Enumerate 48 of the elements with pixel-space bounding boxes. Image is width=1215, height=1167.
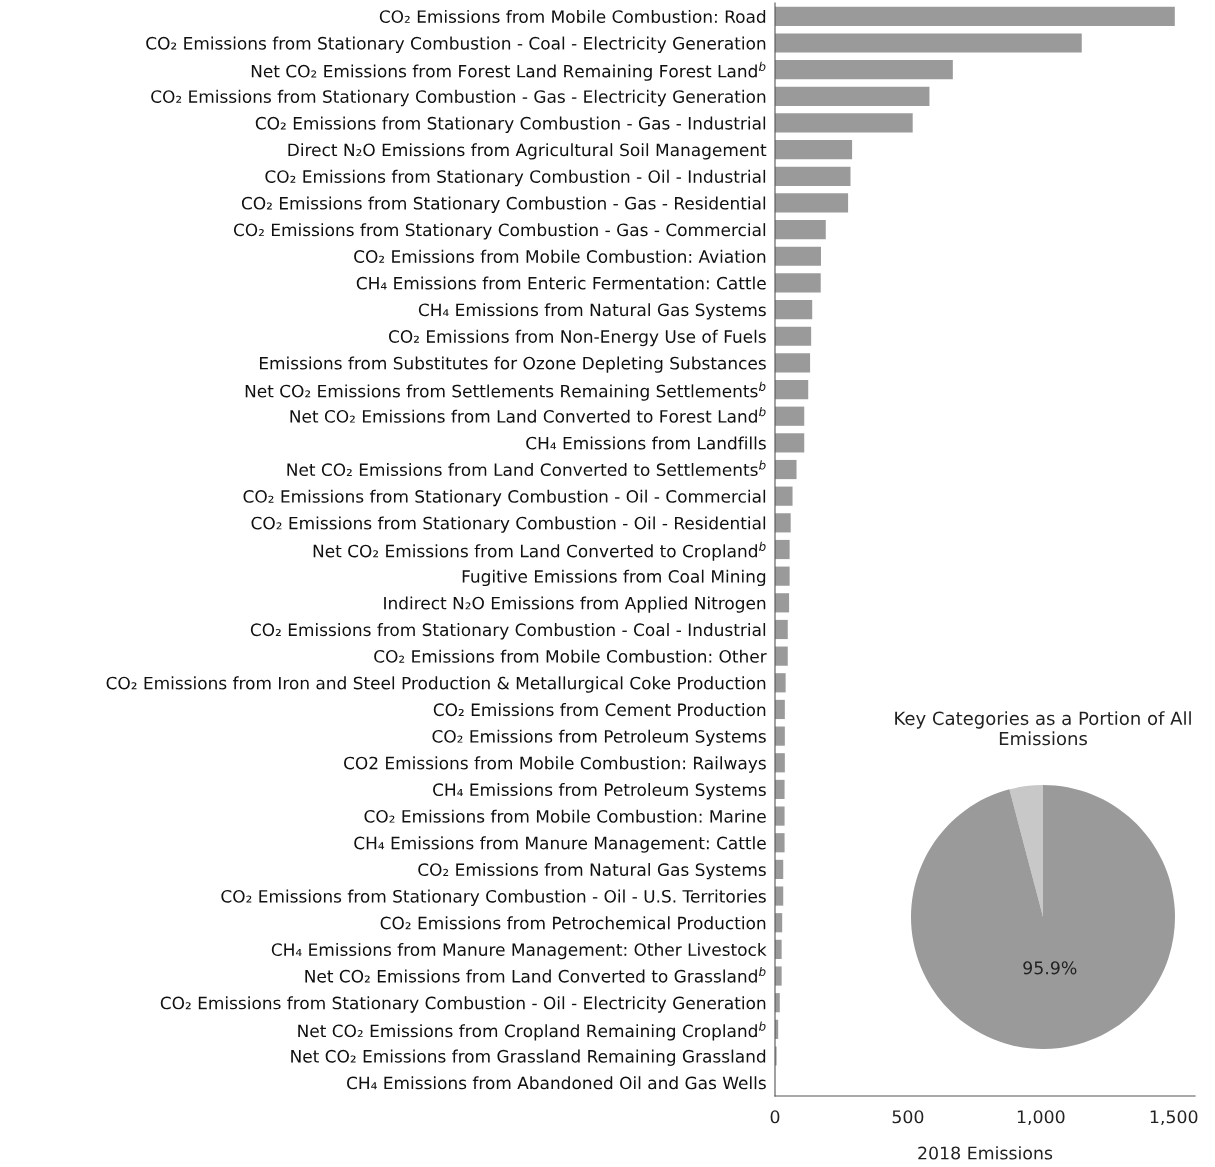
y-tick-label: Fugitive Emissions from Coal Mining xyxy=(462,569,766,587)
y-tick-label: CO₂ Emissions from Mobile Combustion: Aviation xyxy=(354,249,766,263)
y-tick-label: CO₂ Emissions from Stationary Combustion - Gas - Residential xyxy=(241,196,766,213)
y-tick-label: CO₂ Emissions from Mobile Combustion: Marine xyxy=(364,809,766,823)
y-tick-label: CO2 Emissions from Mobile Combustion: Railways xyxy=(344,756,766,773)
y-tick-label: Net CO₂ Emissions from Land Converted to Grassland$^{b}$ xyxy=(305,966,766,983)
y-tick-label: Net CO₂ Emissions from Settlements Remaining Settlements$^{b}$ xyxy=(245,381,766,401)
y-tick-label: CO₂ Emissions from Petrochemical Production xyxy=(380,916,766,930)
x-tick-label: 1,000 xyxy=(1017,1110,1065,1126)
y-tick-label: CO₂ Emissions from Stationary Combustion - Gas - Electricity Generation xyxy=(151,89,766,107)
y-tick-label: Net CO₂ Emissions from Land Converted to Forest Land$^{b}$ xyxy=(290,407,766,423)
y-tick-label: Net CO₂ Emissions from Cropland Remaining Cropland$^{b}$ xyxy=(298,1021,766,1041)
y-tick-label: CH₄ Emissions from Enteric Fermentation: Cattle xyxy=(356,276,766,290)
y-tick-label: CO₂ Emissions from Mobile Combustion: Road xyxy=(379,9,766,24)
y-tick-label: CH₄ Emissions from Petroleum Systems xyxy=(433,782,766,800)
y-tick-label: Net CO₂ Emissions from Forest Land Remaining Forest Land$^{b}$ xyxy=(251,61,766,81)
x-tick-label: 0 xyxy=(770,1110,780,1124)
y-tick-label: CO₂ Emissions from Stationary Combustion - Oil - U.S. Territories xyxy=(221,889,766,907)
y-tick-label: CO₂ Emissions from Stationary Combustion - Coal - Industrial xyxy=(250,623,766,640)
x-axis-title: 2018 Emissions xyxy=(918,1146,1053,1160)
y-tick-label: CO₂ Emissions from Stationary Combustion - Oil - Electricity Generation xyxy=(160,996,766,1013)
x-tick-label: 1,500 xyxy=(1150,1110,1198,1126)
y-tick-label: CO₂ Emissions from Stationary Combustion - Oil - Residential xyxy=(251,516,766,533)
y-tick-label: CO₂ Emissions from Stationary Combustion - Gas - Industrial xyxy=(255,116,766,133)
y-tick-label: CO₂ Emissions from Non-Energy Use of Fuels xyxy=(388,329,766,347)
y-tick-label: CO₂ Emissions from Mobile Combustion: Other xyxy=(374,649,767,663)
y-tick-label: CO₂ Emissions from Iron and Steel Production & Metallurgical Coke Production xyxy=(106,676,766,693)
y-tick-label: CO₂ Emissions from Stationary Combustion - Gas - Commercial xyxy=(233,223,766,240)
y-tick-label: Indirect N₂O Emissions from Applied Nitrogen xyxy=(384,596,766,613)
y-tick-label: Net CO₂ Emissions from Grassland Remaining Grassland xyxy=(291,1049,766,1066)
y-tick-label: CH₄ Emissions from Landfills xyxy=(526,436,766,450)
y-tick-label: Net CO₂ Emissions from Land Converted to Settlements$^{b}$ xyxy=(287,460,766,477)
y-tick-label: CO₂ Emissions from Stationary Combustion - Coal - Electricity Generation xyxy=(146,36,766,53)
y-tick-label: CO₂ Emissions from Stationary Combustion - Oil - Industrial xyxy=(265,169,766,187)
y-tick-label: CH₄ Emissions from Abandoned Oil and Gas Wells xyxy=(347,1076,766,1090)
y-tick-label: CO₂ Emissions from Cement Production xyxy=(433,703,766,717)
x-tick-label: 500 xyxy=(892,1110,924,1124)
y-tick-label: CH₄ Emissions from Natural Gas Systems xyxy=(418,303,766,320)
y-tick-label: Net CO₂ Emissions from Land Converted to Cropland$^{b}$ xyxy=(313,541,766,561)
data-label: 95.9% xyxy=(1023,961,1077,975)
y-tick-label: CH₄ Emissions from Manure Management: Cattle xyxy=(354,836,766,853)
y-tick-label: CH₄ Emissions from Manure Management: Other Livestock xyxy=(271,942,767,960)
y-tick-label: CO₂ Emissions from Natural Gas Systems xyxy=(418,862,766,880)
y-tick-label: Direct N₂O Emissions from Agricultural Soil Management xyxy=(288,143,767,160)
y-tick-label: CO₂ Emissions from Petroleum Systems xyxy=(432,729,766,747)
chart-title: Key Categories as a Portion of All Emissions xyxy=(895,711,1191,746)
y-tick-label: Emissions from Substitutes for Ozone Depleting Substances xyxy=(259,356,766,373)
y-tick-label: CO₂ Emissions from Stationary Combustion - Oil - Commercial xyxy=(243,489,766,507)
